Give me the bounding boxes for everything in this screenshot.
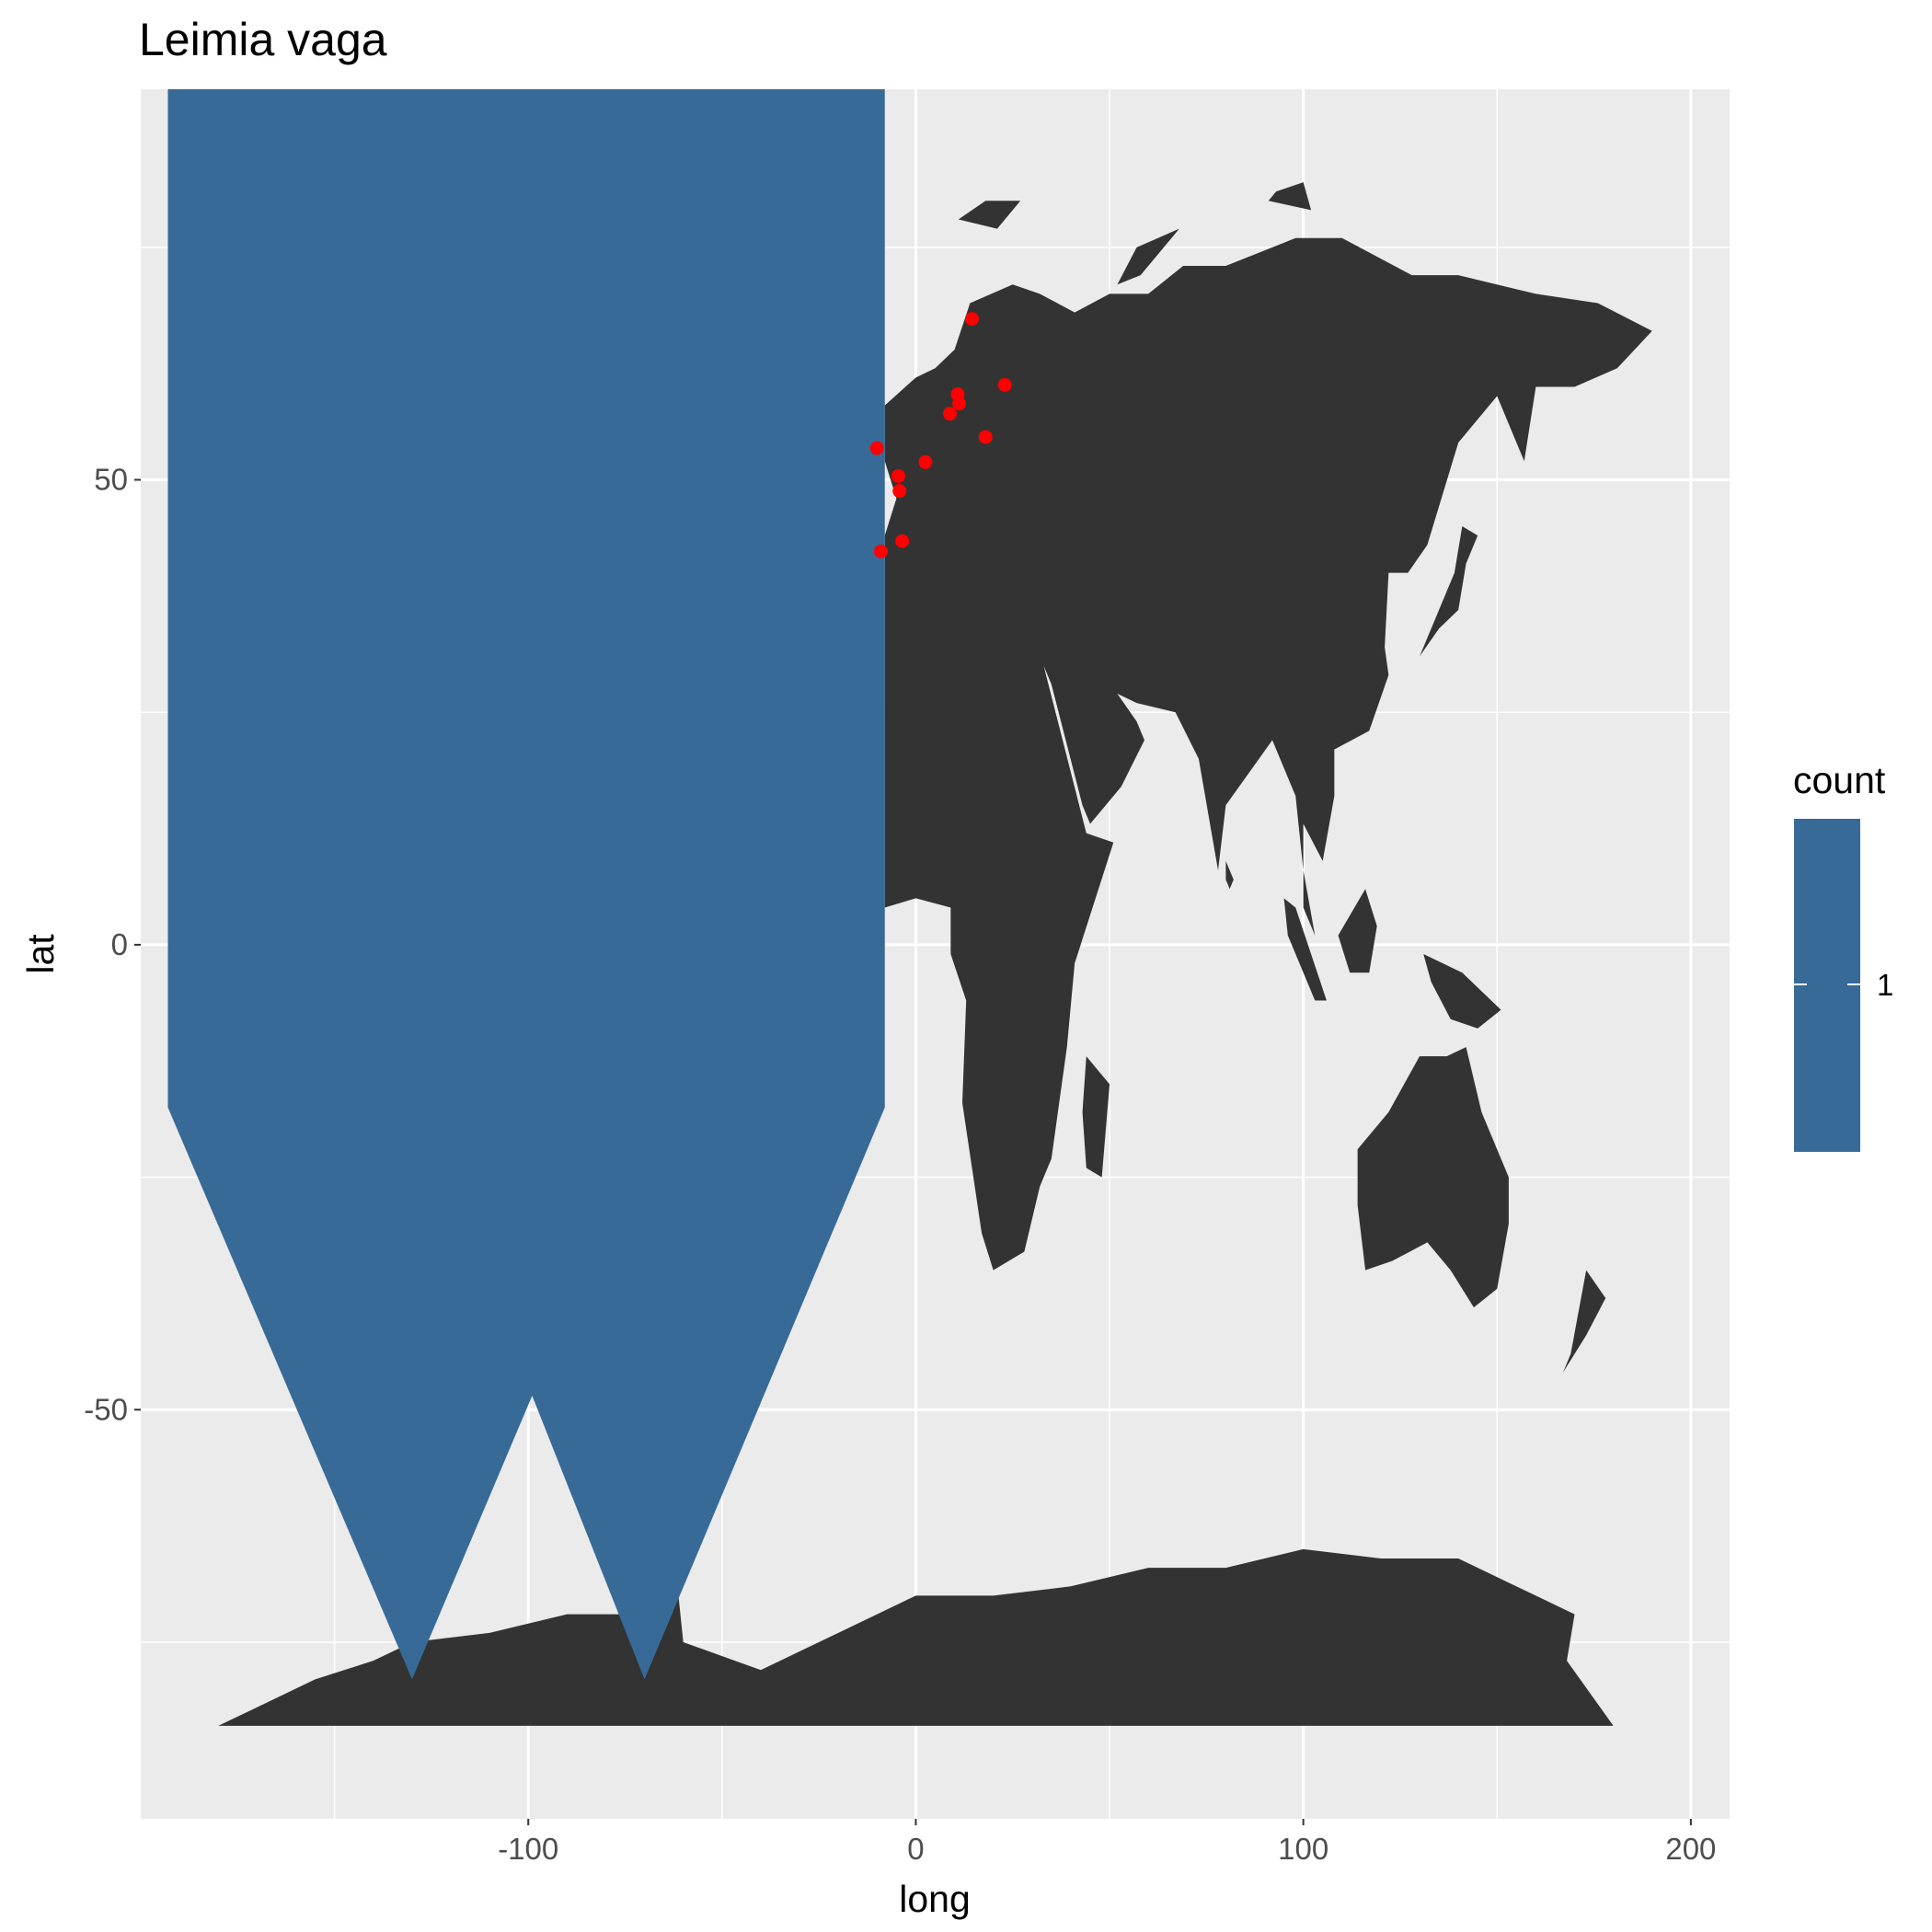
land-novaya-zemlya [1117,228,1179,285]
occurrence-point [891,468,905,483]
land-eurasia-africa [884,237,1652,1271]
legend-label: 1 [1877,968,1893,1002]
y-tick-label: 50 [94,463,128,497]
y-axis: -50 0 50 [84,463,141,1426]
occurrence-point [978,430,993,444]
land-new-zealand [1562,1270,1606,1373]
x-axis-title: long [899,1878,971,1920]
occurrence-point [997,377,1012,392]
x-axis: -100 0 100 200 [498,1819,1716,1866]
occurrence-point [918,454,933,469]
land-svalbard [958,201,1021,229]
land-borneo [1338,889,1377,973]
y-axis-title: lat [19,934,62,974]
occurrence-point [965,312,980,327]
land-masses [218,182,1652,1726]
occurrence-point [952,397,967,411]
occurrence-point [874,544,889,558]
y-tick-label: -50 [84,1392,128,1426]
y-tick-label: 0 [111,927,128,961]
occurrence-point [895,534,910,548]
chart-title: Leimia vaga [139,14,387,65]
legend-title: count [1793,759,1886,801]
x-tick-label: -100 [498,1832,558,1866]
land-sumatra [1283,898,1327,1001]
legend: count 1 [1793,759,1893,1152]
count-fill-polygon [167,89,885,1680]
occurrence-point [869,441,884,455]
land-madagascar [1082,1056,1110,1178]
land-sri-lanka [1225,860,1234,890]
occurrence-point [892,484,907,499]
occurrence-point [943,407,958,421]
land-antarctica [218,1530,1614,1726]
x-tick-label: 200 [1665,1832,1716,1866]
land-new-guinea [1423,954,1501,1029]
land-japan [1420,526,1478,657]
occurrence-points [869,312,1012,558]
land-taimyr-islands [1268,182,1312,211]
x-tick-label: 100 [1278,1832,1328,1866]
x-tick-label: 0 [907,1832,924,1866]
land-australia [1357,1047,1509,1308]
